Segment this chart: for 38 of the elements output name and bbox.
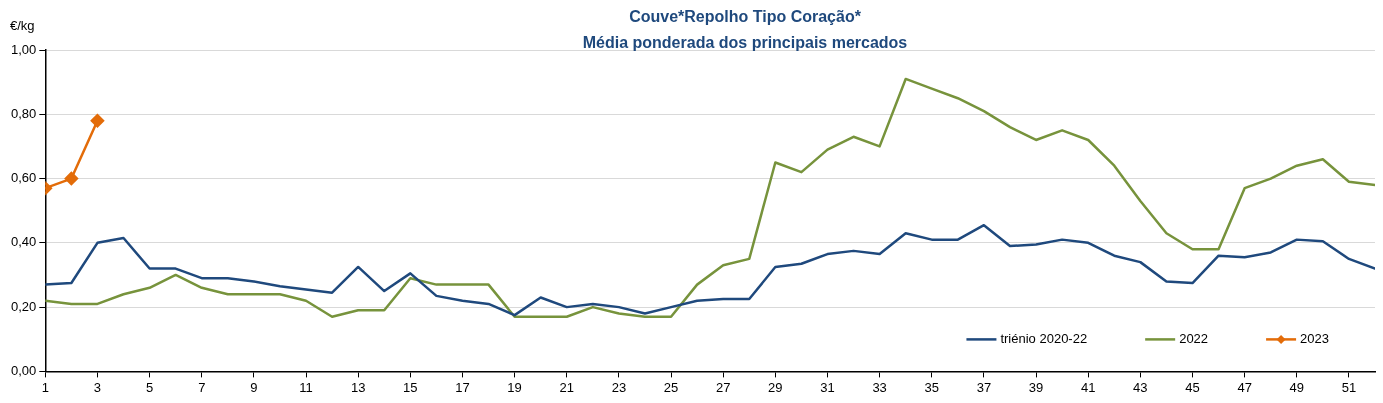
x-tick-label: 29	[768, 379, 783, 395]
x-tick-label: 41	[1080, 379, 1096, 395]
y-tick-label: 0,20	[10, 298, 37, 314]
x-tick-label: 31	[820, 379, 835, 395]
x-tick-label: 45	[1185, 379, 1200, 395]
legend-label: 2022	[1179, 330, 1209, 346]
chart-subtitle: Média ponderada dos principais mercados	[582, 34, 908, 51]
x-tick-label: 33	[872, 379, 887, 395]
x-tick-label: 37	[976, 379, 992, 395]
x-tick-label: 15	[403, 379, 418, 395]
x-tick-label: 19	[507, 379, 522, 395]
x-tick-label: 39	[1028, 379, 1044, 395]
x-tick-label: 7	[198, 379, 206, 395]
x-tick-label: 11	[299, 379, 313, 395]
x-tick-label: 23	[611, 379, 627, 395]
y-tick-label: 0,00	[10, 362, 37, 378]
chart-title: Couve*Repolho Tipo Coração*	[629, 8, 862, 25]
x-tick-label: 47	[1237, 379, 1252, 395]
x-tick-label: 21	[559, 379, 574, 395]
y-tick-label: 0,80	[10, 105, 37, 121]
x-tick-label: 13	[350, 379, 366, 395]
x-tick-label: 35	[924, 379, 939, 395]
y-tick-label: 1,00	[10, 41, 37, 57]
x-tick-label: 51	[1341, 379, 1357, 395]
x-tick-label: 1	[41, 379, 49, 395]
y-axis-title: €/kg	[10, 18, 35, 33]
x-tick-label: 25	[663, 379, 679, 395]
y-tick-label: 0,60	[10, 170, 37, 186]
x-tick-label: 43	[1133, 379, 1148, 395]
x-tick-label: 3	[93, 379, 102, 395]
legend-label: triénio 2020-22	[1000, 330, 1088, 346]
x-tick-label: 27	[715, 379, 731, 395]
x-tick-label: 49	[1289, 379, 1305, 395]
x-tick-label: 5	[145, 379, 154, 395]
legend-label: 2023	[1300, 330, 1329, 346]
x-tick-label: 17	[455, 379, 470, 395]
x-tick-label: 9	[250, 379, 258, 395]
y-tick-label: 0,40	[10, 234, 37, 250]
